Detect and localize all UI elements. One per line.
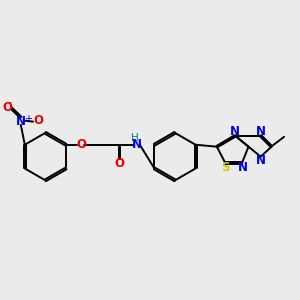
Text: N: N (230, 125, 240, 138)
Text: O: O (33, 115, 43, 128)
Text: O: O (76, 138, 86, 151)
Text: O: O (114, 157, 124, 170)
Text: N: N (256, 125, 266, 138)
Text: N: N (238, 161, 248, 174)
Text: H: H (131, 133, 139, 143)
Text: O: O (3, 101, 13, 114)
Text: -: - (7, 97, 11, 107)
Text: S: S (221, 161, 230, 174)
Text: N: N (16, 115, 26, 128)
Text: N: N (131, 138, 142, 151)
Text: +: + (24, 114, 32, 124)
Text: N: N (256, 154, 266, 167)
